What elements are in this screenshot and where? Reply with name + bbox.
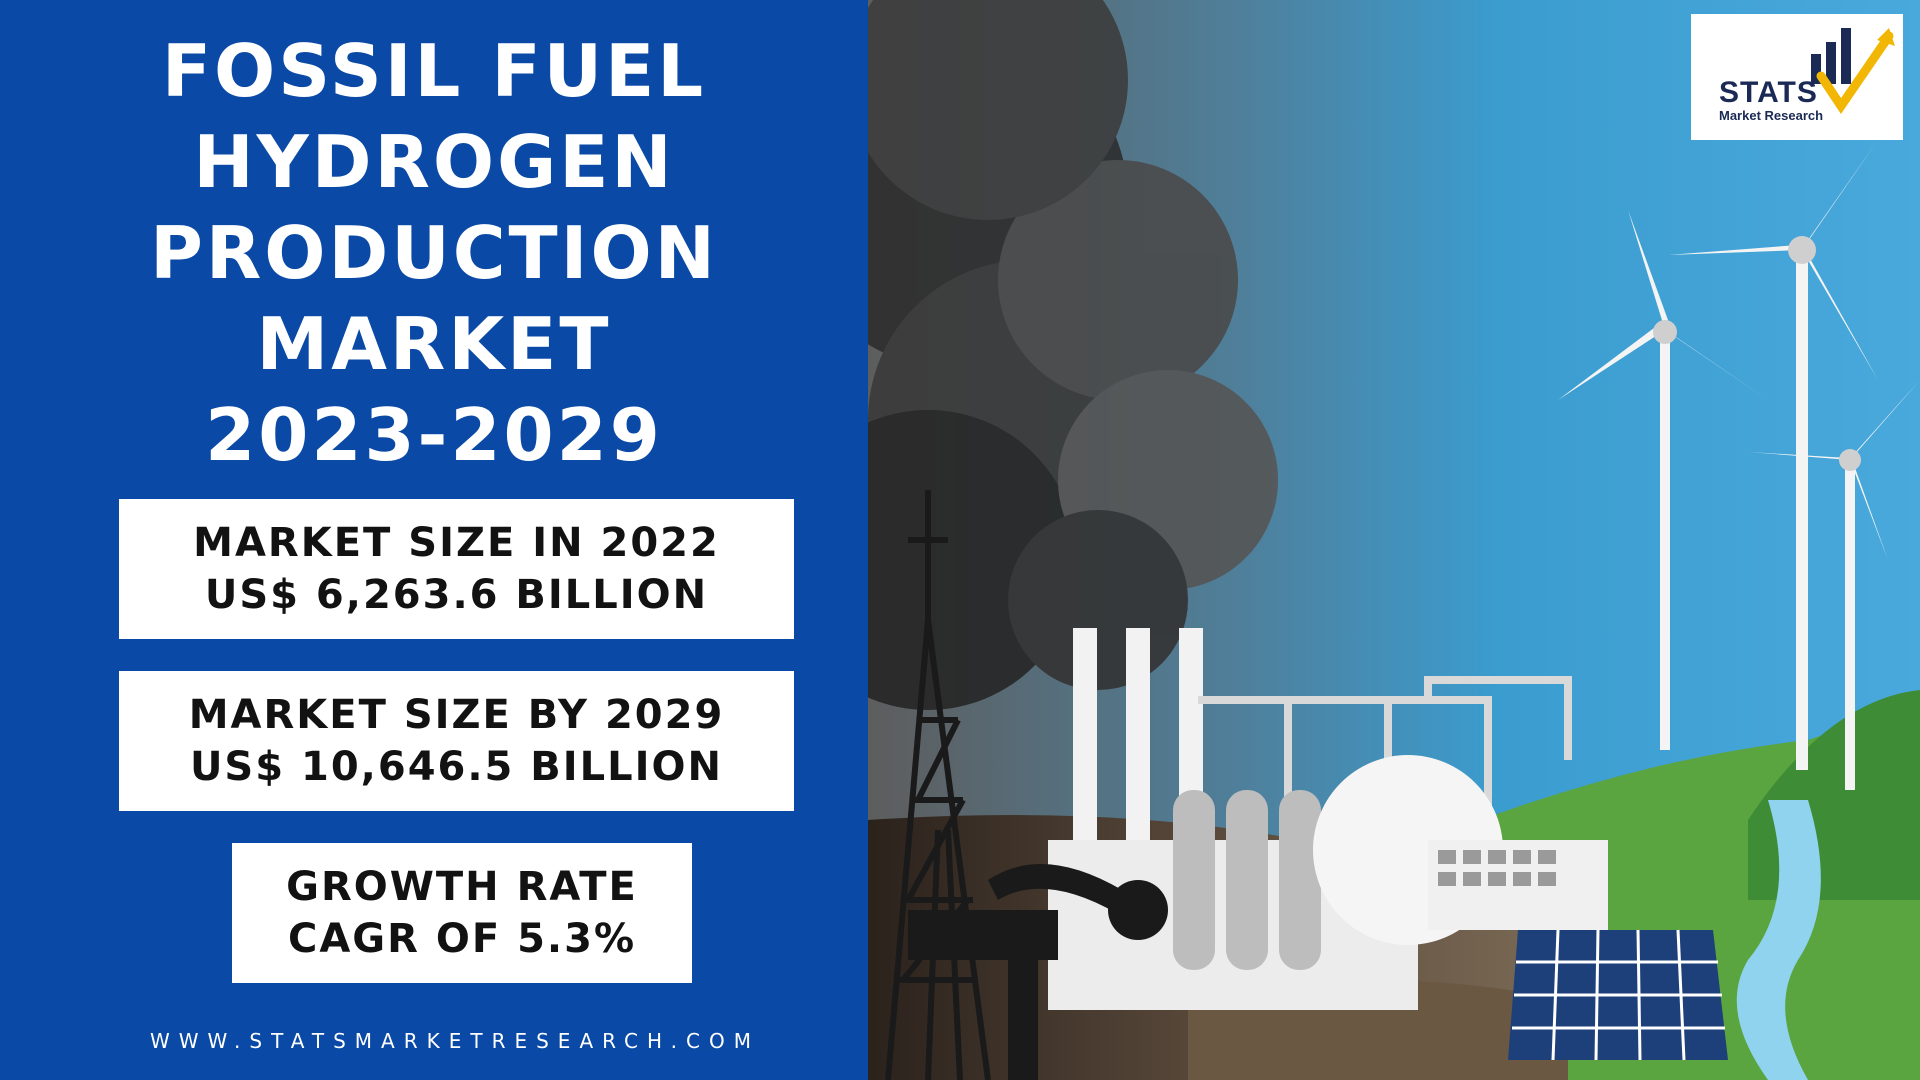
stats-logo[interactable]: STATS Market Research: [1691, 14, 1903, 140]
market-size-2029-label: MARKET SIZE BY 2029: [188, 692, 725, 738]
fossil-fuel-vs-renewable-scene: [868, 0, 1920, 1080]
title-line-1: FOSSIL FUEL: [161, 29, 707, 113]
market-size-2029-value: US$ 10,646.5 BILLION: [189, 744, 724, 790]
growth-rate-value: CAGR OF 5.3%: [287, 916, 637, 962]
title-line-3: PRODUCTION: [150, 211, 718, 295]
logo-tagline: Market Research: [1719, 108, 1824, 123]
title-line-2: HYDROGEN: [193, 120, 675, 204]
title-line-5: 2023-2029: [205, 393, 663, 477]
solar-panel-icon: [1508, 929, 1728, 1061]
title-line-4: MARKET: [256, 302, 612, 386]
pumpjack-icon: [908, 864, 1168, 1080]
growth-rate-box: GROWTH RATE CAGR OF 5.3%: [232, 843, 692, 983]
bar-chart-checkmark-icon: [1811, 28, 1895, 115]
tank-icon: [1173, 790, 1321, 970]
page-title: FOSSIL FUEL HYDROGEN PRODUCTION MARKET 2…: [0, 26, 868, 481]
market-size-2022-box: MARKET SIZE IN 2022 US$ 6,263.6 BILLION: [119, 499, 794, 639]
logo-name: STATS: [1719, 76, 1818, 109]
growth-rate-label: GROWTH RATE: [286, 864, 638, 910]
market-size-2022-label: MARKET SIZE IN 2022: [193, 520, 720, 566]
smoke-icon: [868, 0, 1278, 710]
website-url[interactable]: WWW.STATSMARKETRESEARCH.COM: [149, 1029, 760, 1053]
wind-turbine-icon: [1558, 140, 1920, 790]
market-size-2022-value: US$ 6,263.6 BILLION: [204, 572, 709, 618]
market-size-2029-box: MARKET SIZE BY 2029 US$ 10,646.5 BILLION: [119, 671, 794, 811]
left-panel: FOSSIL FUEL HYDROGEN PRODUCTION MARKET 2…: [0, 0, 868, 1080]
